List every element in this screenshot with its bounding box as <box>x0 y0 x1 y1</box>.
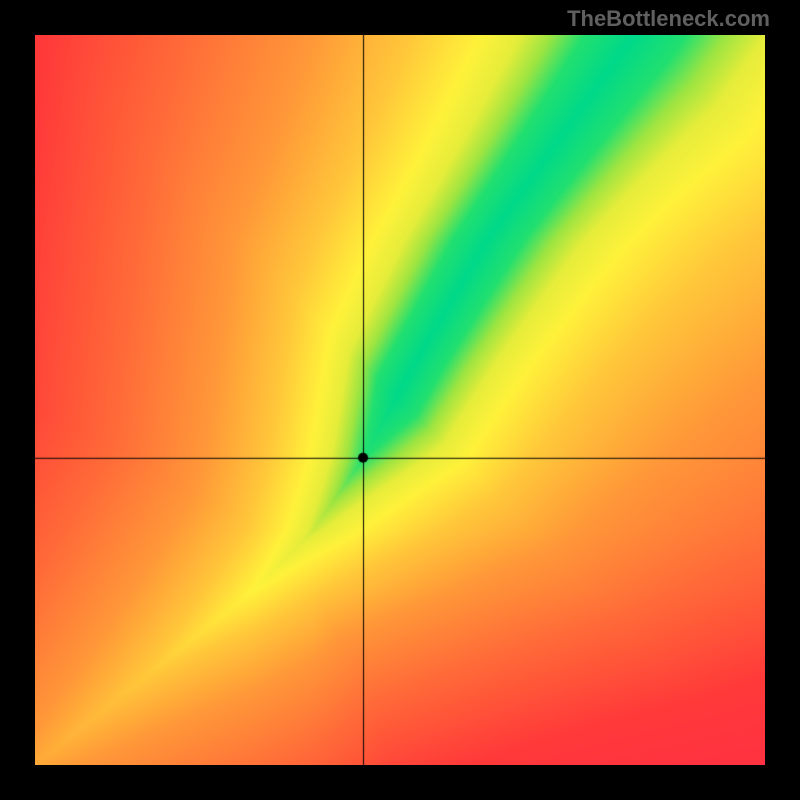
crosshair-overlay <box>35 35 765 765</box>
heatmap-plot <box>35 35 765 765</box>
watermark-text: TheBottleneck.com <box>567 6 770 32</box>
